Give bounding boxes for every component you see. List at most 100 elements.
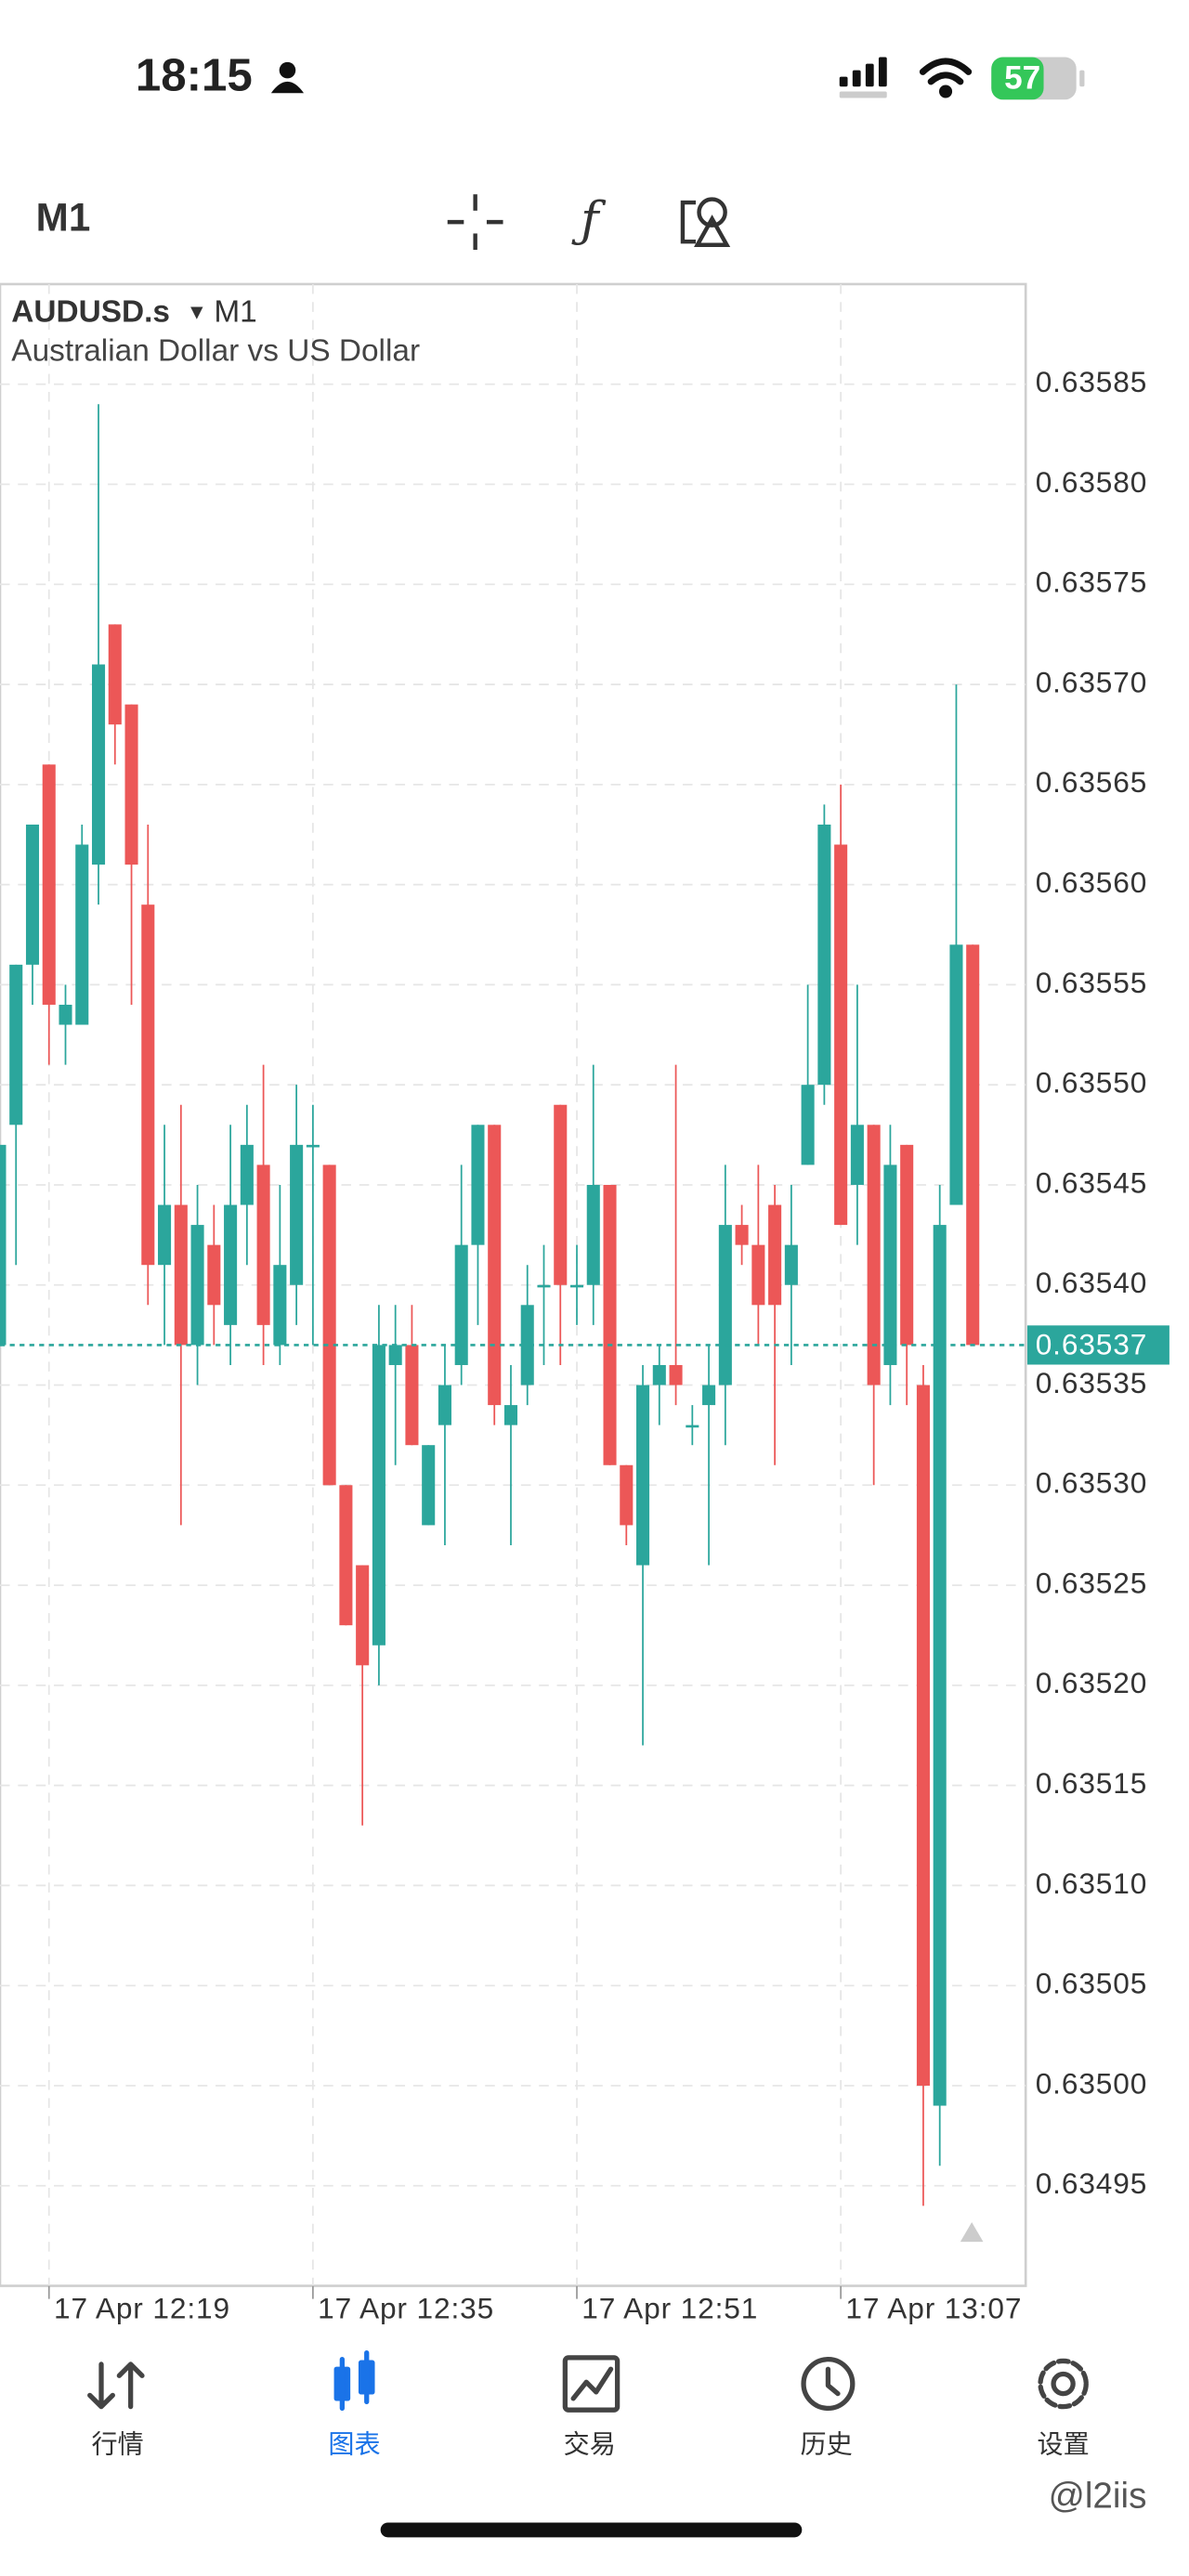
- tab-icons: [87, 2350, 1089, 2413]
- candle-body: [520, 1305, 534, 1386]
- crosshair-button[interactable]: [447, 194, 503, 251]
- candle-body: [422, 1445, 436, 1526]
- indicators-button[interactable]: ƒ: [571, 191, 607, 248]
- clock: 18:15: [136, 49, 253, 100]
- candle-body: [190, 1225, 204, 1346]
- candle-body: [372, 1345, 385, 1646]
- candle-body: [306, 1144, 320, 1148]
- candle-body: [141, 904, 155, 1266]
- candle-body: [322, 1164, 336, 1486]
- y-tick-label: 0.63560: [1036, 865, 1147, 899]
- candle-body: [949, 944, 963, 1205]
- scroll-marker: [960, 2221, 984, 2243]
- dropdown-arrow: ▼: [186, 300, 207, 324]
- candle-body: [850, 1125, 864, 1185]
- x-tick-label: 17 Apr 12:51: [581, 2291, 758, 2324]
- x-tick-label: 17 Apr 12:35: [318, 2291, 494, 2324]
- objects-button[interactable]: [680, 197, 731, 247]
- symbol[interactable]: AUDUSD.s: [11, 294, 170, 329]
- candle-body: [290, 1144, 304, 1285]
- y-tick-label: 0.63525: [1036, 1566, 1147, 1599]
- y-tick-label: 0.63515: [1036, 1766, 1147, 1800]
- candle-body: [916, 1385, 930, 2086]
- candle-body: [339, 1485, 353, 1626]
- tab-bar: 行情 图表 交易 历史 设置: [91, 2429, 1089, 2458]
- candle-body: [108, 624, 122, 725]
- candle-body: [438, 1385, 451, 1425]
- candle-body: [273, 1265, 287, 1346]
- timeframe-button[interactable]: M1: [36, 196, 91, 240]
- x-tick-label: 17 Apr 12:19: [54, 2291, 230, 2324]
- candle-body: [42, 764, 56, 1005]
- y-tick-label: 0.63535: [1036, 1366, 1147, 1399]
- candle-body: [702, 1385, 716, 1406]
- y-tick-label: 0.63500: [1036, 2066, 1147, 2100]
- y-tick-label: 0.63580: [1036, 465, 1147, 499]
- candle-body: [718, 1225, 732, 1386]
- y-tick-label: 0.63575: [1036, 566, 1147, 599]
- candle-body: [966, 944, 980, 1346]
- candle-body: [124, 704, 138, 865]
- candle-body: [25, 824, 40, 965]
- candle-body: [933, 1225, 947, 2106]
- symbol-description: Australian Dollar vs US Dollar: [11, 334, 420, 369]
- y-tick-label: 0.63570: [1036, 665, 1147, 698]
- candle-body: [883, 1164, 897, 1365]
- tab-label[interactable]: 行情: [91, 2429, 143, 2458]
- y-tick-label: 0.63495: [1036, 2166, 1147, 2200]
- candle-body: [900, 1144, 914, 1346]
- y-tick-label: 0.63545: [1036, 1165, 1147, 1199]
- candle-body: [554, 1104, 568, 1285]
- candle-body: [586, 1184, 600, 1285]
- candle-body: [471, 1125, 485, 1245]
- tab-label[interactable]: 图表: [328, 2429, 380, 2458]
- candle-body: [669, 1364, 683, 1386]
- tab-label[interactable]: 历史: [801, 2429, 853, 2458]
- candle-body: [454, 1244, 468, 1365]
- y-tick-label: 0.63505: [1036, 1967, 1147, 2000]
- candle-body: [0, 1144, 7, 1346]
- candle-body: [620, 1464, 634, 1526]
- battery-level: 57: [1004, 59, 1040, 96]
- last-price-badge: [1026, 1325, 1169, 1365]
- candle-body: [256, 1164, 270, 1325]
- battery: 57: [991, 57, 1085, 100]
- y-tick-label: 0.63530: [1036, 1466, 1147, 1500]
- candle-body: [388, 1345, 402, 1365]
- candle-body: [817, 824, 831, 1086]
- candle-body: [686, 1425, 699, 1428]
- y-tick-label: 0.63520: [1036, 1666, 1147, 1699]
- tab-label[interactable]: 交易: [564, 2429, 616, 2458]
- candle-body: [91, 664, 106, 865]
- candle-body: [768, 1204, 782, 1306]
- candle-body: [488, 1125, 502, 1406]
- candle-body: [834, 844, 848, 1226]
- candle-body: [784, 1244, 798, 1285]
- home-indicator: [380, 2522, 803, 2538]
- y-tick-label: 0.63565: [1036, 765, 1147, 799]
- candle-body: [9, 964, 23, 1125]
- candle-body: [356, 1565, 370, 1666]
- watermark: @l2iis: [1049, 2476, 1147, 2516]
- x-tick-label: 17 Apr 13:07: [845, 2291, 1022, 2324]
- candle-body: [867, 1125, 881, 1386]
- candle-body: [636, 1385, 650, 1566]
- signal-icon: [839, 57, 887, 98]
- candle-body: [503, 1405, 518, 1425]
- candle-body: [405, 1345, 419, 1446]
- candle-body: [158, 1204, 172, 1266]
- candle-body: [652, 1364, 666, 1386]
- y-tick-label: 0.63540: [1036, 1266, 1147, 1299]
- wifi-icon: [919, 58, 973, 98]
- candle-body: [537, 1284, 551, 1288]
- y-tick-label: 0.63585: [1036, 365, 1147, 398]
- candle-body: [224, 1204, 238, 1325]
- tab-label[interactable]: 设置: [1037, 2429, 1089, 2458]
- candle-body: [59, 1004, 72, 1025]
- last-price-label: 0.63537: [1036, 1328, 1147, 1361]
- candle-body: [801, 1085, 815, 1165]
- y-tick-label: 0.63555: [1036, 966, 1147, 999]
- candle-body: [603, 1184, 617, 1465]
- candle-body: [240, 1144, 254, 1205]
